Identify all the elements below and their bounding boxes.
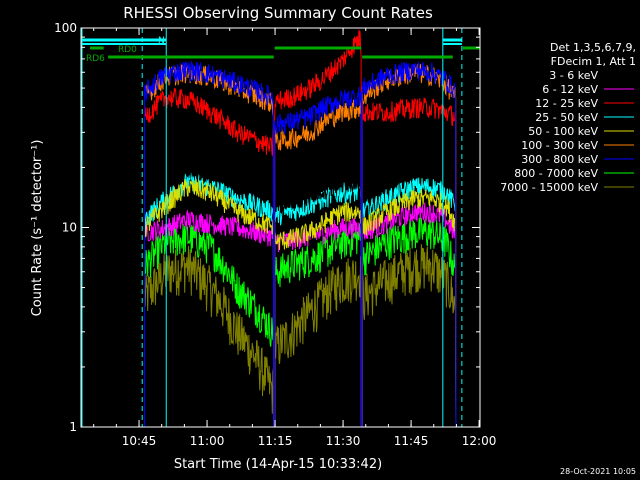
- series-line-50-100-kev-seg-1: [144, 179, 275, 428]
- series-line-300-800-kev-seg-1: [144, 61, 275, 428]
- legend: Det 1,3,5,6,7,9, FDecim 1, Att 1 3 - 6 k…: [500, 41, 636, 194]
- flag-label-rd0: RD0: [118, 45, 137, 55]
- legend-label-25-50-kev: 25 - 50 keV: [535, 111, 598, 124]
- legend-label-300-800-kev: 300 - 800 keV: [521, 153, 598, 166]
- x-tick-label-6: 12:00: [462, 434, 497, 448]
- x-tick-label-4: 11:30: [326, 434, 361, 448]
- series-line-50-100-kev-seg-3: [361, 188, 457, 428]
- y-axis: 1 10 100: [54, 21, 480, 434]
- y-tick-label-1: 1: [69, 420, 77, 434]
- series-layer: [144, 29, 457, 428]
- series-line-6-12-kev-seg-1: [144, 209, 275, 428]
- series-line-7000-15000-kev-seg-2: [274, 256, 362, 428]
- y-axis-label: Count Rate (s⁻¹ detector⁻¹): [30, 140, 45, 317]
- series-line-100-300-kev-seg-1: [144, 62, 275, 428]
- legend-label-100-300-kev: 100 - 300 keV: [521, 139, 598, 152]
- legend-label-50-100-kev: 50 - 100 keV: [528, 125, 598, 138]
- y-tick-label-2: 10: [62, 221, 77, 235]
- generated-timestamp: 28-Oct-2021 10:05: [560, 467, 636, 476]
- x-tick-label-2: 11:00: [190, 434, 225, 448]
- x-axis-label: Start Time (14-Apr-15 10:33:42): [174, 457, 382, 472]
- series-line-800-7000-kev-seg-1: [144, 222, 275, 428]
- series-line-300-800-kev-seg-2: [274, 86, 362, 428]
- x-tick-label-3: 11:15: [258, 434, 293, 448]
- legend-label-12-25-kev: 12 - 25 keV: [535, 97, 598, 110]
- series-line-3-6-kev-seg-2: [274, 171, 362, 428]
- x-axis: 10:45 11:00 11:15 11:30 11:45 12:00: [93, 28, 497, 448]
- y-tick-label-3: 100: [54, 21, 77, 35]
- plot-area: N RD0 RD6: [80, 27, 481, 428]
- legend-title-line-1: Det 1,3,5,6,7,9,: [550, 41, 636, 54]
- legend-title-line-2: FDecim 1, Att 1: [551, 55, 636, 68]
- series-line-50-100-kev-seg-2: [274, 201, 362, 428]
- series-line-7000-15000-kev-seg-1: [144, 246, 275, 428]
- legend-label-3-6-kev: 3 - 6 keV: [549, 69, 598, 82]
- legend-label-6-12-kev: 6 - 12 keV: [542, 83, 598, 96]
- series-line-3-6-kev-seg-1: [144, 158, 275, 428]
- flags-layer: N RD0 RD6: [81, 36, 480, 64]
- x-tick-label-5: 11:45: [394, 434, 429, 448]
- series-line-12-25-kev-seg-1: [144, 87, 275, 428]
- x-tick-label-1: 10:45: [122, 434, 157, 448]
- series-line-3-6-kev-seg-3: [361, 156, 457, 428]
- series-line-12-25-kev-seg-3: [361, 87, 457, 428]
- series-line-7000-15000-kev-seg-3: [361, 244, 457, 428]
- legend-label-800-7000-kev: 800 - 7000 keV: [514, 167, 598, 180]
- legend-label-7000-15000-kev: 7000 - 15000 keV: [500, 181, 598, 194]
- series-line-800-7000-kev-seg-2: [274, 223, 362, 428]
- flag-label-rd6: RD6: [86, 54, 105, 64]
- chart-title: RHESSI Observing Summary Count Rates: [123, 4, 433, 22]
- series-line-100-300-kev-seg-2: [274, 99, 362, 428]
- series-line-300-800-kev-seg-3: [361, 61, 457, 428]
